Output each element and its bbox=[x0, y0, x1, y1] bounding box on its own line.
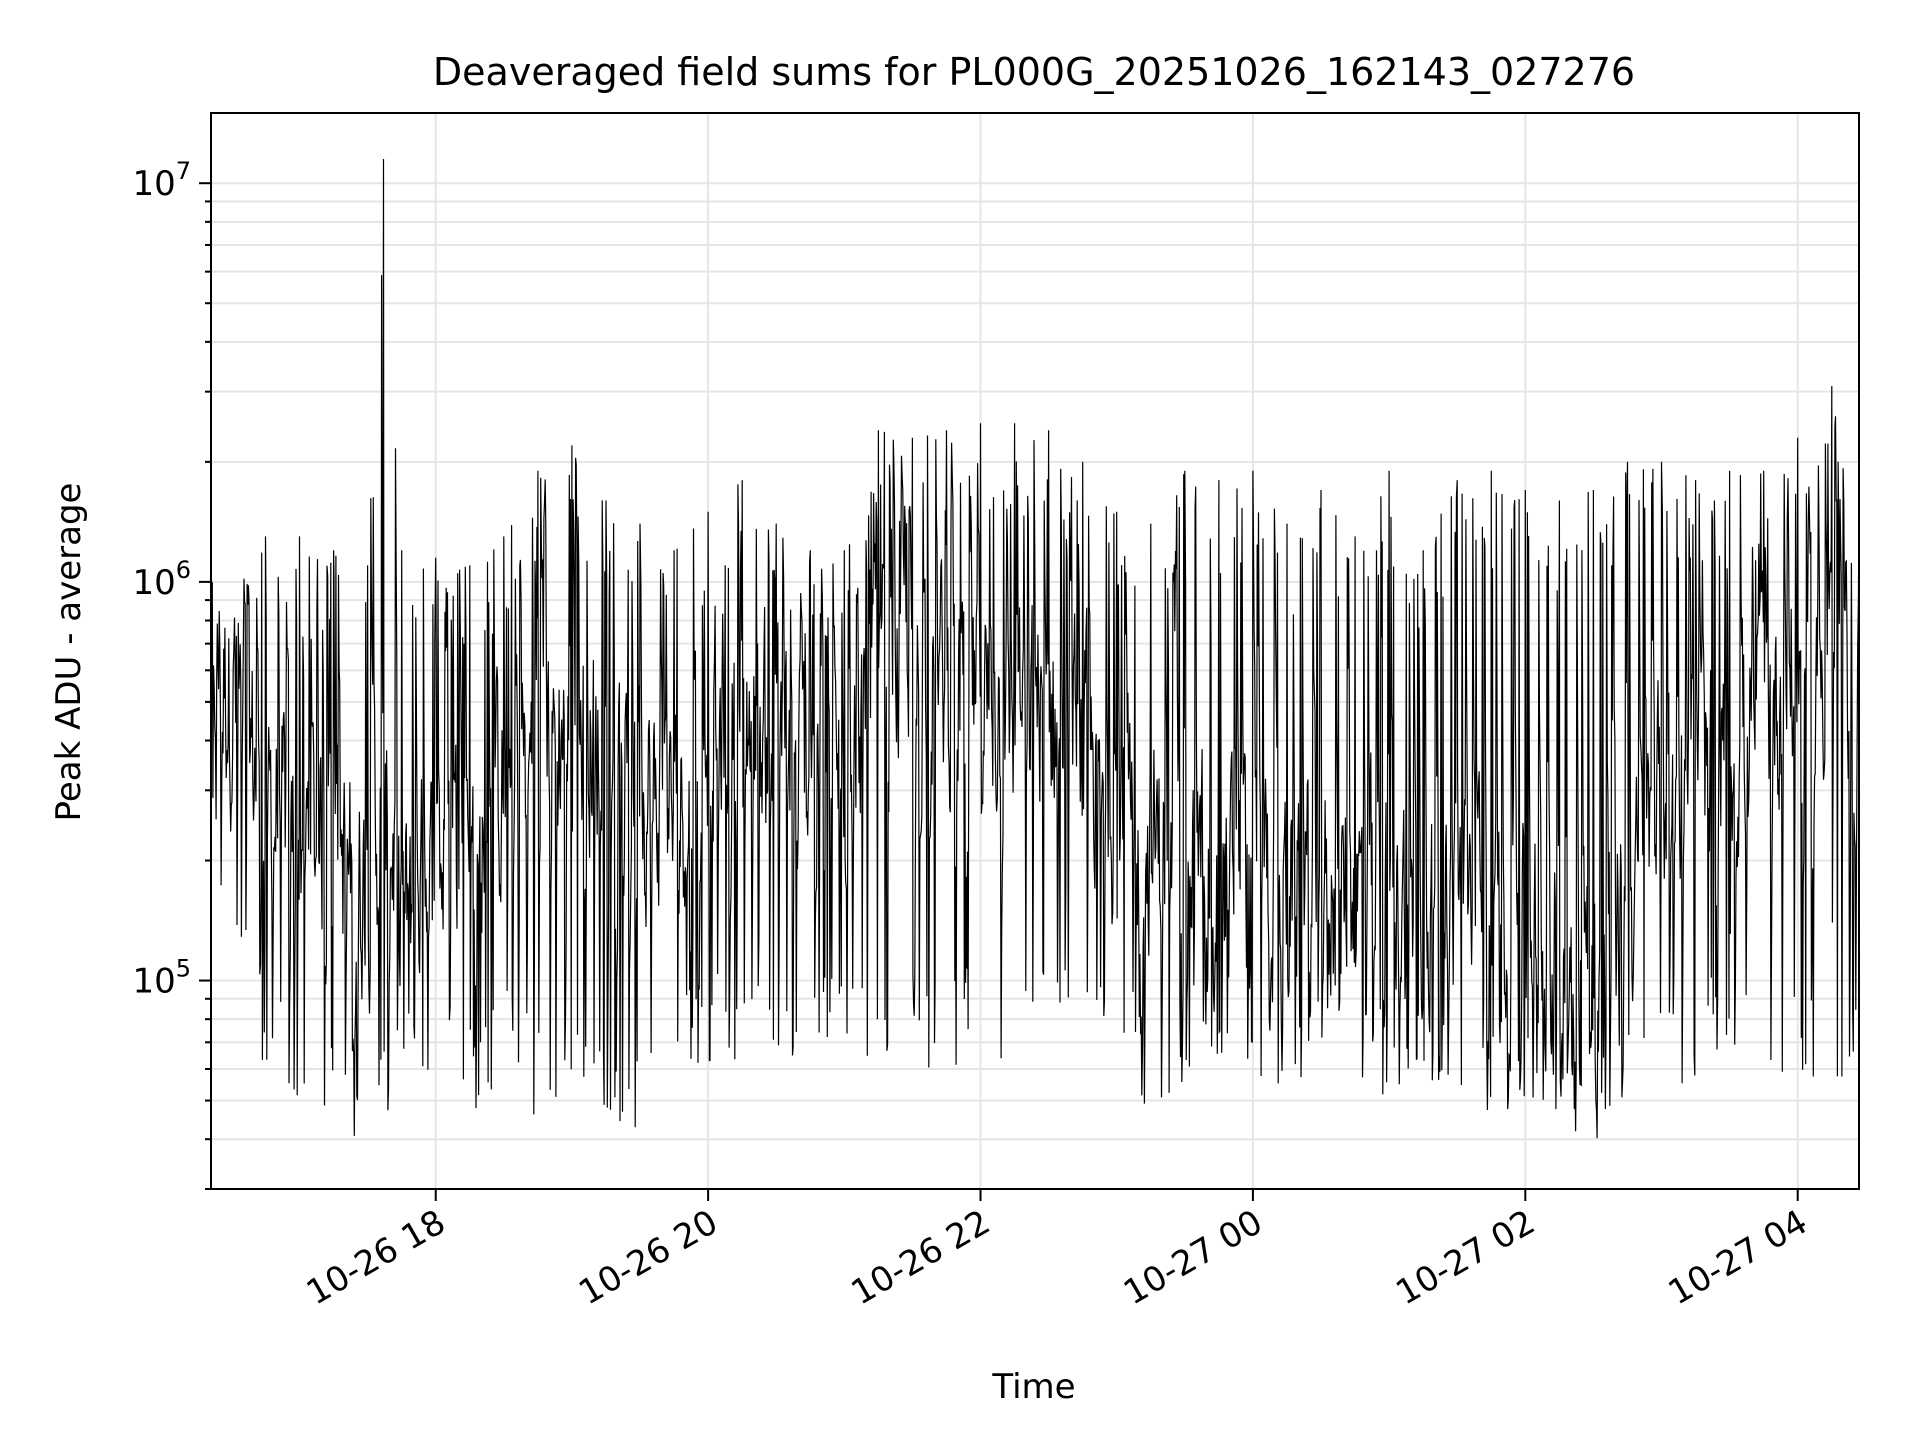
y-tick-label-exponent: 7 bbox=[176, 157, 191, 185]
y-tick-label-base: 10 bbox=[132, 164, 175, 204]
series-layer bbox=[210, 158, 1860, 1139]
y-tick-label: 106 bbox=[132, 556, 191, 603]
plot-frame bbox=[210, 112, 1860, 1190]
y-tick-label-exponent: 6 bbox=[176, 556, 191, 584]
y-tick-label: 107 bbox=[132, 157, 191, 204]
series-line bbox=[210, 158, 1860, 1139]
chart-title: Deaveraged field sums for PL000G_2025102… bbox=[433, 50, 1635, 94]
y-tick-label-exponent: 5 bbox=[176, 955, 191, 983]
y-tick-label-base: 10 bbox=[132, 563, 175, 603]
y-axis-label: Peak ADU - average bbox=[49, 483, 89, 822]
x-axis-label: Time bbox=[991, 1367, 1075, 1407]
y-tick-label: 105 bbox=[132, 955, 191, 1002]
y-tick-label-base: 10 bbox=[132, 962, 175, 1002]
